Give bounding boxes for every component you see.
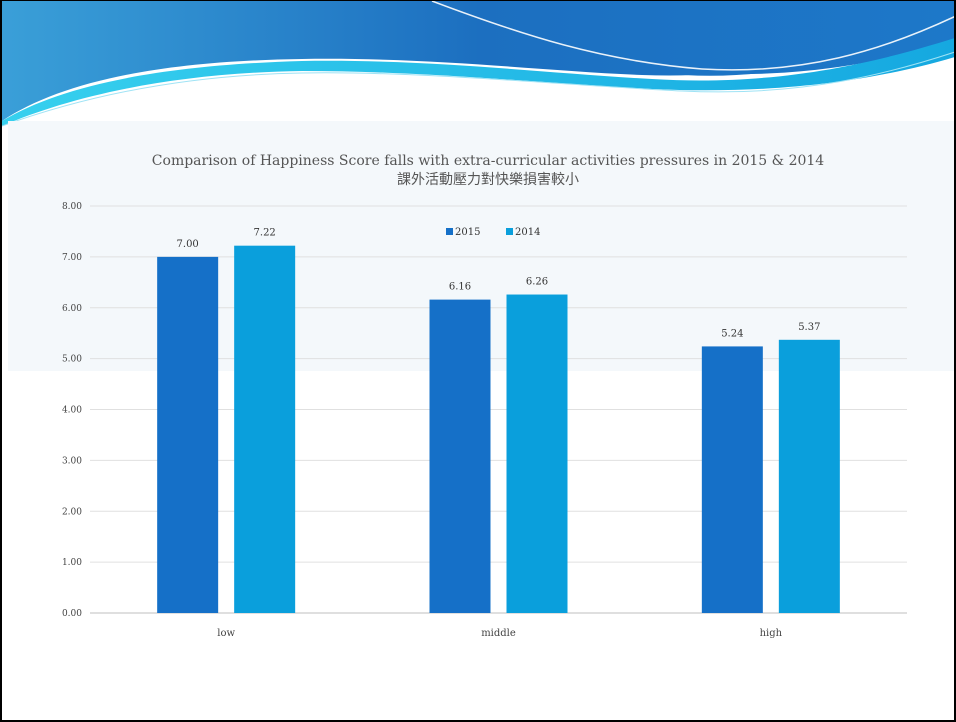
x-category-label: high (760, 628, 783, 639)
data-label: 5.37 (798, 322, 820, 333)
x-category-label: low (217, 628, 235, 639)
bars (157, 245, 840, 613)
data-label: 7.00 (177, 239, 199, 250)
banner-main-wave (2, 1, 954, 121)
y-axis-ticks: 0.00 1.00 2.00 3.00 4.00 5.00 6.00 7.00 8.00 (62, 202, 82, 619)
y-tick-label: 6.00 (62, 304, 82, 314)
data-label: 6.26 (526, 277, 548, 288)
y-tick-label: 1.00 (62, 558, 82, 568)
legend-label-2014: 2014 (515, 227, 540, 238)
bar-2015-high (701, 346, 763, 613)
banner-light-wave (2, 38, 954, 126)
y-tick-label: 5.00 (62, 355, 82, 365)
y-tick-label: 8.00 (62, 202, 82, 212)
legend-label-2015: 2015 (455, 227, 480, 238)
chart-subtitle: 課外活動壓力對快樂損害較小 (397, 171, 579, 188)
legend: 2015 2014 (446, 227, 540, 238)
banner-highlight-line (2, 51, 954, 127)
y-tick-label: 7.00 (62, 253, 82, 263)
bar-2014-middle (506, 294, 568, 613)
x-axis-categories: low middle high (217, 628, 782, 639)
banner-white-line (431, 1, 954, 71)
bar-2015-middle (429, 299, 491, 613)
legend-swatch-2014 (506, 228, 513, 235)
slide-header-wave (2, 1, 954, 127)
bar-2014-low (234, 245, 296, 613)
bar-2014-high (778, 339, 840, 613)
data-labels: 7.00 7.22 6.16 6.26 5.24 5.37 (177, 228, 821, 340)
y-tick-label: 4.00 (62, 406, 82, 416)
chart-title: Comparison of Happiness Score falls with… (152, 153, 824, 169)
gridlines (90, 205, 907, 614)
x-category-label: middle (481, 628, 516, 639)
y-tick-label: 0.00 (62, 609, 82, 619)
y-tick-label: 2.00 (62, 507, 82, 517)
data-label: 6.16 (449, 282, 471, 293)
bar-2015-low (157, 256, 219, 613)
legend-swatch-2015 (446, 228, 453, 235)
data-label: 7.22 (254, 228, 276, 239)
data-label: 5.24 (721, 328, 743, 339)
y-tick-label: 3.00 (62, 456, 82, 466)
